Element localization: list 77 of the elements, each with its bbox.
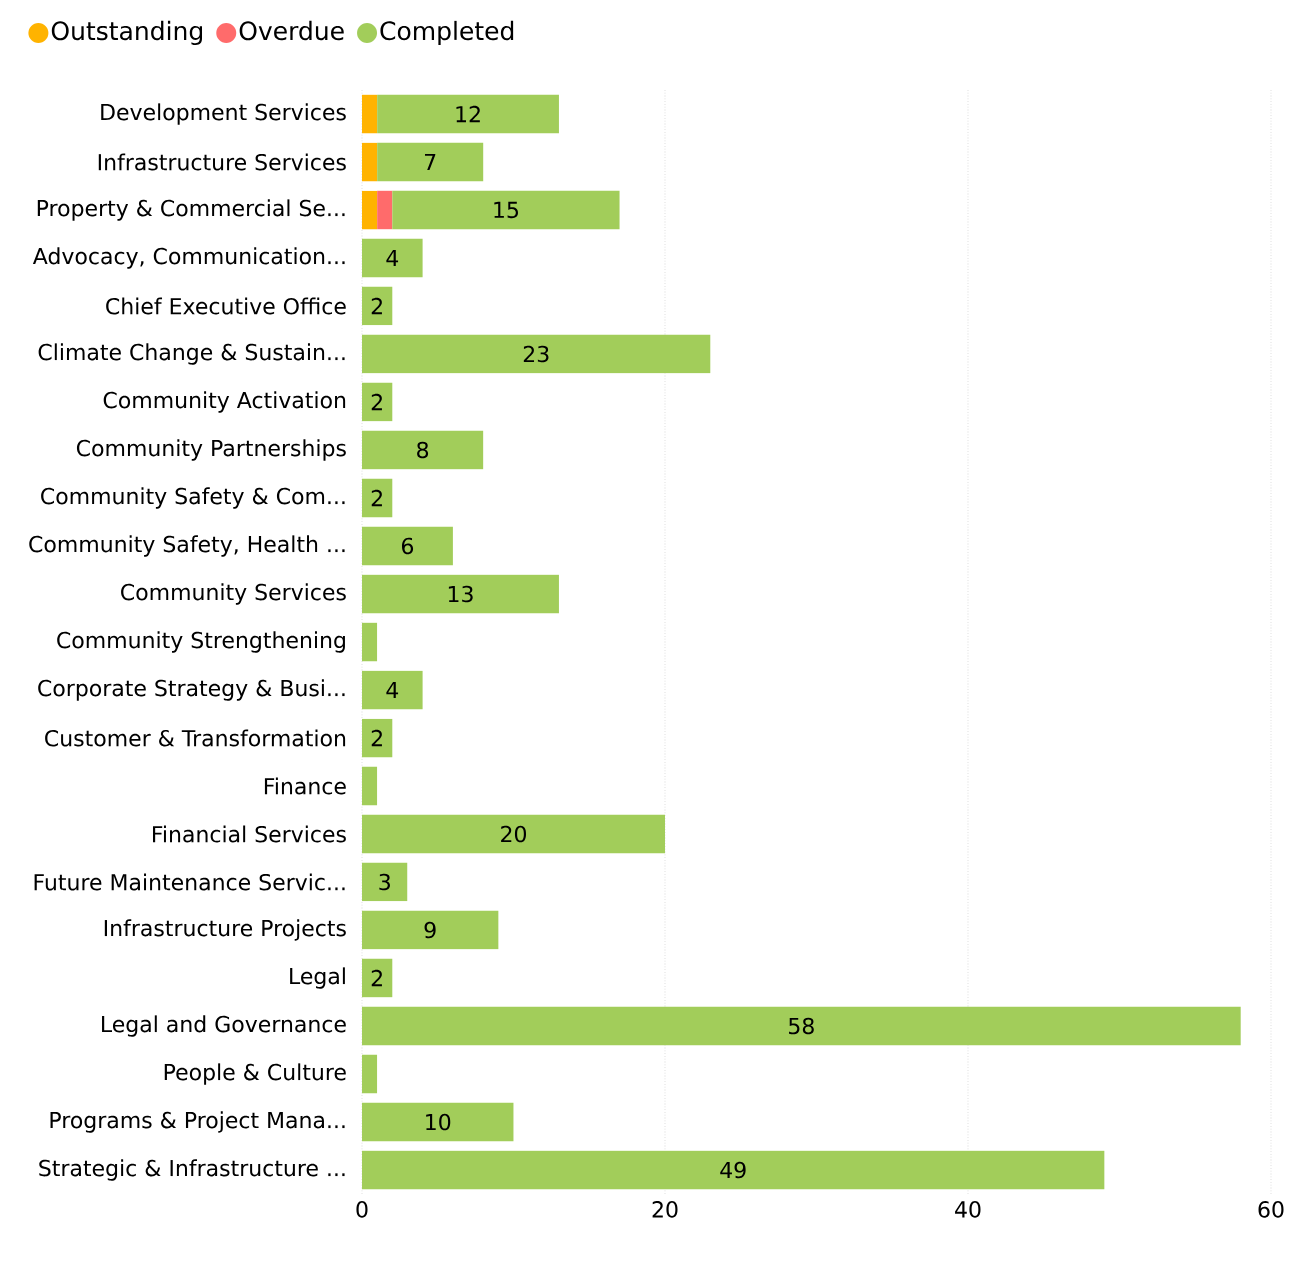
bar (362, 814, 665, 854)
y-tick-label: Development Services (101, 103, 346, 125)
data-label: 6 (401, 537, 414, 555)
data-label: 2 (371, 969, 382, 987)
data-label: 2 (371, 297, 382, 315)
data-label: 2 (371, 729, 382, 747)
data-label: 7 (424, 153, 436, 171)
y-tick-label: Customer & Transformation (45, 729, 346, 747)
bar (362, 286, 393, 326)
data-label: 13 (448, 585, 473, 603)
bar (362, 334, 711, 374)
bar (362, 430, 484, 470)
data-label: 10 (426, 1113, 451, 1131)
y-tick-label: Finance (264, 777, 346, 795)
bar (392, 190, 620, 230)
y-tick-label: Infrastructure Projects (104, 919, 346, 941)
data-label: 58 (789, 1017, 814, 1035)
bar (362, 142, 378, 182)
bar (362, 862, 408, 902)
y-tick-label: Community Safety, Health ... (29, 535, 345, 557)
legend-label: Completed (380, 20, 514, 46)
bar (362, 622, 378, 662)
data-label: 15 (494, 201, 518, 219)
bar (362, 1102, 514, 1142)
bar (362, 382, 393, 422)
bar (362, 1150, 1105, 1190)
y-tick-label: Advocacy, Communication... (32, 247, 345, 269)
bar (362, 478, 393, 518)
x-tick-label: 20 (652, 1201, 678, 1218)
bar (362, 238, 423, 278)
x-tick-label: 60 (1258, 1201, 1284, 1218)
bar (362, 190, 378, 230)
y-tick-label: Community Services (121, 583, 346, 605)
bar (377, 142, 484, 182)
y-tick-label: Chief Executive Office (106, 297, 346, 315)
y-tick-label: Future Maintenance Servic... (34, 873, 345, 891)
data-label: 4 (386, 249, 399, 267)
data-label: 20 (501, 825, 527, 843)
y-tick-label: People & Culture (164, 1063, 346, 1085)
bar (362, 1006, 1241, 1046)
x-tick-label: 40 (955, 1201, 981, 1218)
y-tick-label: Community Safety & Com... (41, 487, 345, 509)
legend-label: Overdue (239, 20, 344, 41)
y-tick-label: Climate Change & Sustain... (38, 343, 345, 365)
y-tick-label: Corporate Strategy & Busi... (38, 679, 345, 701)
x-tick-label: 0 (356, 1201, 368, 1218)
data-label: 2 (371, 489, 382, 507)
data-label: 23 (523, 345, 549, 363)
y-tick-label: Legal and Governance (102, 1015, 346, 1037)
data-label: 12 (456, 105, 480, 123)
bar (362, 910, 499, 950)
y-tick-label: Financial Services (153, 825, 346, 843)
data-label: 49 (720, 1161, 746, 1179)
data-label: 4 (386, 681, 399, 699)
bar (362, 670, 423, 710)
y-tick-label: Programs & Project Mana... (50, 1111, 345, 1133)
bar (377, 190, 393, 230)
y-tick-label: Infrastructure Services (98, 153, 346, 171)
data-label: 3 (379, 873, 390, 891)
y-tick-label: Community Partnerships (76, 439, 346, 461)
bar (362, 1054, 378, 1094)
y-tick-label: Community Strengthening (57, 631, 345, 653)
data-label: 2 (371, 393, 382, 411)
y-tick-label: Strategic & Infrastructure ... (39, 1159, 345, 1181)
bar (362, 718, 393, 758)
bar (362, 526, 453, 566)
bar (362, 574, 559, 614)
y-tick-label: Community Activation (103, 391, 346, 413)
bar (377, 94, 559, 134)
y-tick-label: Property & Commercial Se... (37, 199, 345, 221)
data-label: 8 (417, 441, 429, 459)
bar (362, 766, 378, 806)
data-label: 9 (424, 921, 436, 939)
bar (362, 94, 378, 134)
legend-label: Outstanding (51, 20, 203, 46)
bar (362, 958, 393, 998)
y-tick-label: Legal (290, 967, 345, 989)
